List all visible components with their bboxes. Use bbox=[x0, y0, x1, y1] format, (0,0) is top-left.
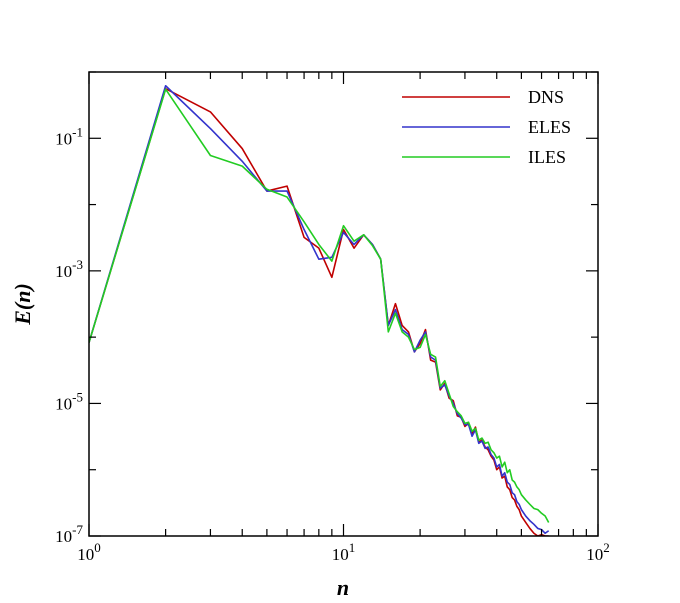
y-tick-label: 10-1 bbox=[55, 124, 83, 148]
plot-frame bbox=[88, 71, 599, 537]
plot-area bbox=[88, 71, 599, 537]
y-tick-label: 10-7 bbox=[55, 522, 83, 546]
series-line-iles bbox=[89, 88, 550, 523]
y-tick-label: 10-3 bbox=[55, 257, 83, 281]
ticks-group bbox=[88, 71, 599, 537]
y-tick-label: 10-5 bbox=[55, 389, 83, 413]
tick-labels: 100 101 102 10-7 10-5 10-3 10-1 bbox=[55, 124, 610, 564]
legend-label-dns: DNS bbox=[528, 87, 564, 107]
series-group bbox=[89, 84, 550, 536]
x-tick-label: 102 bbox=[586, 540, 610, 564]
x-tick-label: 100 bbox=[77, 540, 101, 564]
x-tick-label: 101 bbox=[332, 540, 356, 564]
x-axis-label: n bbox=[337, 575, 349, 600]
legend-label-iles: ILES bbox=[528, 147, 566, 167]
series-line-eles bbox=[89, 84, 550, 535]
y-axis-label: E(n) bbox=[10, 283, 35, 326]
legend: DNS ELES ILES bbox=[402, 87, 571, 167]
legend-label-eles: ELES bbox=[528, 117, 571, 137]
series-line-dns bbox=[89, 87, 549, 536]
